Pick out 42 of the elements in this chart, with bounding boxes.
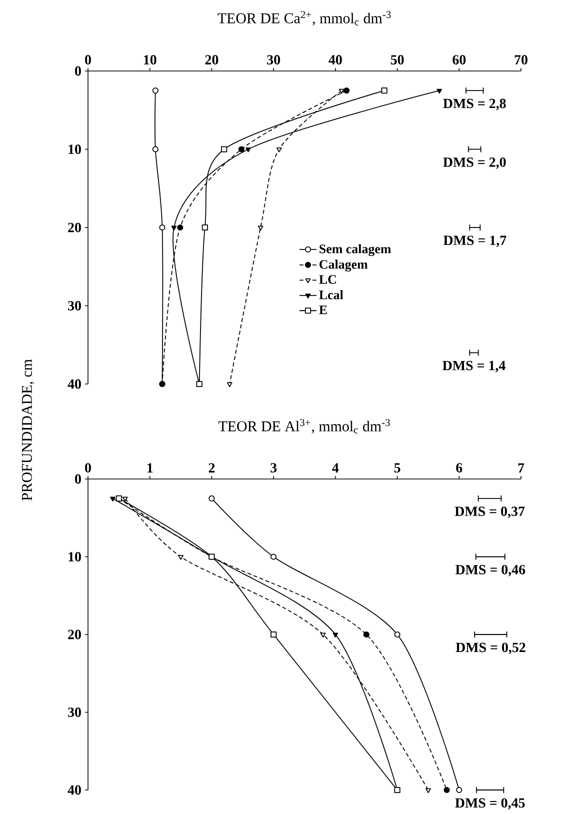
annotation: DMS = 2,8 [443, 98, 506, 110]
y-tick-label: 30 [68, 708, 81, 717]
x-tick-label: 10 [144, 55, 156, 64]
annotation: DMS = 2,0 [443, 157, 506, 169]
y-tick-label: 40 [68, 785, 81, 795]
chart-title: TEOR DE Ca$^{2+}$, mmol$_{c}$ dm$^{-3}$ [218, 11, 391, 26]
y-tick-label: 0 [75, 474, 81, 484]
x-tick-label: 30 [267, 55, 280, 64]
legend-label: Calagem [320, 260, 368, 272]
y-tick-label: 40 [68, 379, 81, 389]
x-tick-label: 5 [394, 463, 400, 472]
legend-label: E [319, 306, 327, 314]
y-tick-label: 30 [68, 301, 81, 310]
x-tick-label: 20 [205, 55, 218, 64]
y-tick-label: 20 [68, 222, 81, 232]
y-axis-title: PROFUNDIDADE, cm [22, 359, 34, 501]
legend-label: Sem calagem [320, 244, 391, 256]
x-tick-label: 0 [85, 463, 91, 472]
legend-label: Lcal [319, 290, 344, 300]
annotation: DMS = 0,52 [456, 642, 526, 654]
annotation: DMS = 0,46 [455, 564, 526, 576]
annotation: DMS = 0,37 [454, 506, 525, 518]
x-tick-label: 1 [147, 463, 153, 472]
x-tick-label: 2 [208, 463, 215, 472]
y-tick-label: 0 [75, 66, 81, 76]
x-tick-label: 70 [514, 55, 528, 64]
x-tick-label: 60 [452, 55, 466, 64]
y-tick-label: 20 [68, 630, 81, 640]
x-tick-label: 40 [328, 55, 342, 64]
x-tick-label: 50 [390, 55, 404, 64]
x-tick-label: 6 [456, 463, 462, 472]
y-tick-label: 10 [68, 552, 81, 562]
x-tick-label: 3 [270, 463, 277, 472]
x-tick-label: 4 [332, 463, 339, 472]
x-tick-label: 0 [85, 55, 91, 64]
annotation: DMS = 1,7 [443, 236, 506, 248]
x-tick-label: 7 [518, 463, 524, 472]
text: DMS = 0,45 [455, 798, 525, 810]
legend-label: LC [319, 275, 336, 284]
chart-title: TEOR DE Al$^{3+}$, mmol$_{c}$ dm$^{-3}$ [218, 419, 390, 434]
annotation: DMS = 1,4 [442, 360, 506, 372]
y-tick-label: 10 [68, 144, 81, 154]
